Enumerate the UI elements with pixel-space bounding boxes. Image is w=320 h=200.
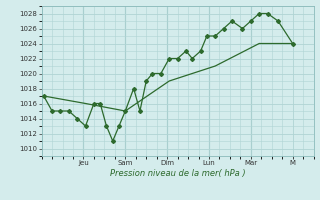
- X-axis label: Pression niveau de la mer( hPa ): Pression niveau de la mer( hPa ): [110, 169, 245, 178]
